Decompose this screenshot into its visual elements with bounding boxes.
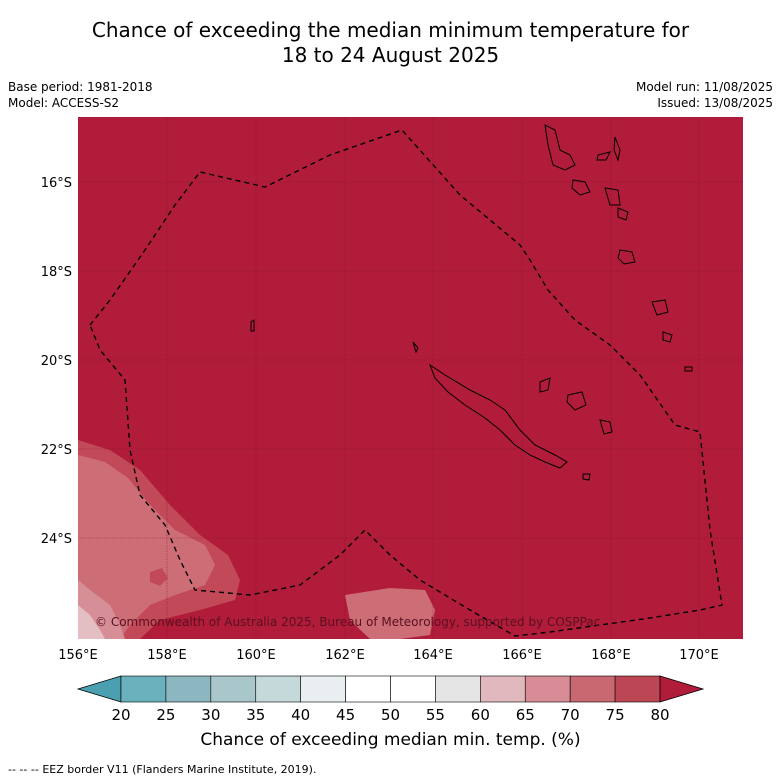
colorbar-tick-label: 80 bbox=[650, 706, 669, 724]
vanuatu-island-3 bbox=[613, 136, 621, 162]
new-caledonia-island bbox=[428, 363, 568, 469]
region-70 bbox=[78, 455, 215, 639]
lon-tick: 170°E bbox=[679, 648, 719, 663]
lat-tick-labels: 16°S 18°S 20°S 22°S 24°S bbox=[41, 176, 72, 547]
base-period: Base period: 1981-2018 bbox=[8, 80, 153, 94]
title-line-2: 18 to 24 August 2025 bbox=[281, 43, 500, 67]
colorbar-tick-label: 25 bbox=[156, 706, 175, 724]
colorbar-segment bbox=[345, 675, 391, 703]
colorbar-segment bbox=[435, 675, 481, 703]
lat-tick: 20°S bbox=[41, 354, 72, 369]
eez-legend-marker: -- -- -- bbox=[8, 763, 39, 776]
lon-tick: 168°E bbox=[591, 648, 631, 663]
colorbar-tick-label: 35 bbox=[246, 706, 265, 724]
colorbar-segment bbox=[255, 675, 301, 703]
island-small-2 bbox=[412, 341, 419, 354]
colorbar-segment bbox=[210, 675, 257, 703]
colorbar-tick-label: 75 bbox=[606, 706, 625, 724]
island-east-2 bbox=[662, 331, 673, 343]
region-70-center bbox=[345, 588, 435, 639]
colorbar-segment bbox=[300, 675, 346, 703]
coastlines bbox=[250, 124, 693, 481]
colorbar-arrow-low bbox=[76, 675, 122, 703]
eez-border bbox=[89, 129, 723, 637]
lon-tick: 158°E bbox=[147, 648, 187, 663]
lon-tick-labels: 156°E 158°E 160°E 162°E 164°E 166°E 168°… bbox=[58, 648, 719, 663]
loyalty-island-2 bbox=[566, 391, 587, 411]
eez-legend-text: EEZ border V11 (Flanders Marine Institut… bbox=[42, 763, 317, 776]
vanuatu-island-7 bbox=[617, 249, 636, 265]
lat-tick: 24°S bbox=[41, 532, 72, 547]
vanuatu-island-5 bbox=[604, 187, 621, 206]
graticule bbox=[78, 117, 743, 639]
lon-tick: 164°E bbox=[413, 648, 453, 663]
island-east-1 bbox=[651, 299, 669, 316]
lat-tick: 16°S bbox=[41, 176, 72, 191]
colorbar-tick-label: 20 bbox=[111, 706, 130, 724]
map-title: Chance of exceeding the median minimum t… bbox=[0, 18, 781, 68]
lat-tick: 18°S bbox=[41, 265, 72, 280]
colorbar-tick-label: 50 bbox=[381, 706, 400, 724]
colorbar-tick-label: 45 bbox=[336, 706, 355, 724]
colorbar-segment bbox=[165, 675, 212, 703]
colorbar-title: Chance of exceeding median min. temp. (%… bbox=[200, 730, 581, 750]
colorbar-tick-label: 65 bbox=[516, 706, 535, 724]
island-east-3 bbox=[684, 366, 693, 372]
colorbar-arrow-high bbox=[659, 675, 705, 703]
title-line-1: Chance of exceeding the median minimum t… bbox=[91, 18, 690, 42]
colorbar-tick-label: 30 bbox=[201, 706, 220, 724]
colorbar-segment bbox=[569, 675, 616, 703]
vanuatu-island-1 bbox=[544, 124, 576, 171]
lon-tick: 166°E bbox=[502, 648, 542, 663]
colorbar-segment bbox=[614, 675, 661, 703]
model-run: Model run: 11/08/2025 bbox=[635, 80, 773, 94]
island-small-1 bbox=[250, 319, 255, 332]
loyalty-island-1 bbox=[539, 377, 551, 393]
colorbar-tick-label: 55 bbox=[426, 706, 445, 724]
colorbar-segment bbox=[480, 675, 526, 703]
colorbar-segment bbox=[120, 675, 167, 703]
vanuatu-island-2 bbox=[596, 151, 611, 161]
colorbar-segment bbox=[390, 675, 436, 703]
vanuatu-island-4 bbox=[571, 179, 591, 196]
legend-footnote: -- -- -- EEZ border V11 (Flanders Marine… bbox=[8, 763, 316, 776]
island-small-3 bbox=[582, 473, 591, 481]
colorbar-tick-label: 70 bbox=[561, 706, 580, 724]
meta-right: Model run: 11/08/2025 Issued: 13/08/2025 bbox=[636, 79, 773, 111]
model-name: Model: ACCESS-S2 bbox=[8, 96, 120, 110]
lat-tick: 22°S bbox=[41, 443, 72, 458]
region-75-small bbox=[150, 568, 168, 586]
copyright-notice: © Commonwealth of Australia 2025, Bureau… bbox=[95, 615, 600, 629]
lon-tick: 160°E bbox=[236, 648, 276, 663]
lon-tick: 162°E bbox=[325, 648, 365, 663]
colorbar: 20 25 30 35 40 45 50 55 60 65 70 75 80 bbox=[76, 675, 705, 724]
issued-date: Issued: 13/08/2025 bbox=[657, 96, 773, 110]
lon-tick: 156°E bbox=[58, 648, 98, 663]
meta-left: Base period: 1981-2018 Model: ACCESS-S2 bbox=[8, 79, 153, 111]
colorbar-segment bbox=[524, 675, 571, 703]
colorbar-tick-label: 60 bbox=[471, 706, 490, 724]
region-60 bbox=[78, 605, 105, 639]
loyalty-island-3 bbox=[599, 419, 613, 435]
vanuatu-island-6 bbox=[617, 207, 629, 221]
probability-regions bbox=[78, 440, 435, 639]
colorbar-tick-label: 40 bbox=[291, 706, 310, 724]
